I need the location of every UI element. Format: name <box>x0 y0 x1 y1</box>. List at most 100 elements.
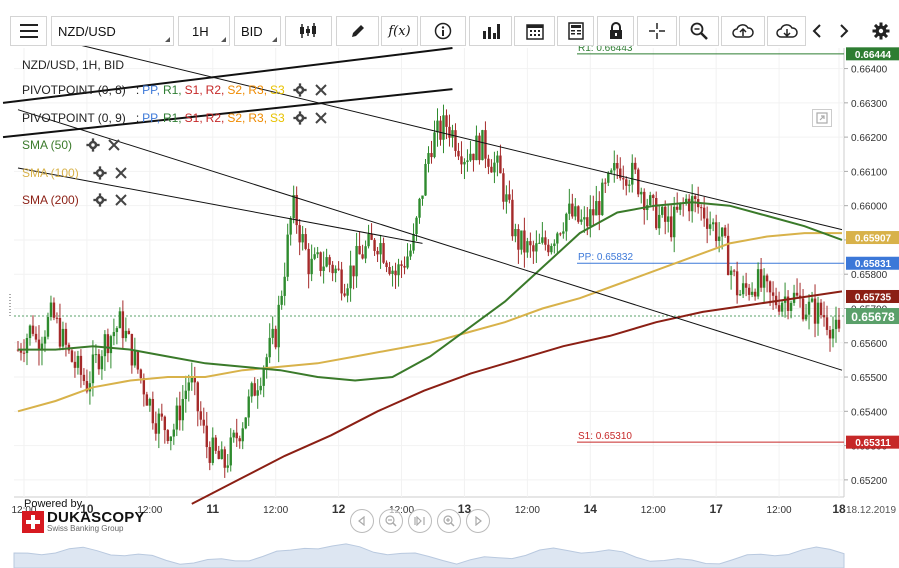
bar-chart-button[interactable] <box>469 16 512 46</box>
x-date-label: 18.12.2019 <box>846 505 896 516</box>
period-select[interactable]: 1H <box>178 16 230 46</box>
candle-body <box>750 291 754 295</box>
sma50-settings-gear-icon[interactable] <box>86 138 100 152</box>
pivot1-remove-close-icon[interactable] <box>315 84 327 96</box>
sma100-settings-gear-icon[interactable] <box>93 166 107 180</box>
zoom-button[interactable] <box>679 16 719 46</box>
settings-button[interactable] <box>868 16 894 46</box>
candle-body <box>640 191 643 195</box>
candle-body <box>720 227 724 237</box>
candle-body <box>777 305 781 312</box>
pivot1-r2: R2, <box>205 83 225 97</box>
candle-body <box>379 243 382 255</box>
hamburger-menu-button[interactable] <box>10 16 47 46</box>
instrument-select[interactable]: NZD/USD <box>51 16 174 46</box>
candle-body <box>658 214 661 229</box>
sma50-line <box>18 201 843 382</box>
candle-body <box>235 432 238 439</box>
candle-body <box>205 425 208 448</box>
scroll-right-button[interactable] <box>833 16 855 46</box>
nav-scroll-right-button[interactable] <box>466 509 490 533</box>
candle-body <box>487 158 490 167</box>
sma200-remove-close-icon[interactable] <box>114 194 127 206</box>
nav-zoom-in-button[interactable] <box>437 509 461 533</box>
candle-body <box>199 411 202 420</box>
candle-body <box>445 115 448 127</box>
candle-body <box>322 266 325 271</box>
period-value: 1H <box>192 23 209 39</box>
nav-zoom-out-button[interactable] <box>379 509 403 533</box>
lock-button[interactable] <box>597 16 634 46</box>
download-button[interactable] <box>767 16 806 46</box>
pivot2-s3: S3 <box>270 111 285 125</box>
inner-line <box>17 167 423 244</box>
pivot-line-2 <box>2 88 453 139</box>
y-tick-label: 0.66200 <box>851 133 888 144</box>
candle-body <box>376 250 379 255</box>
zoom-out-icon <box>385 515 397 527</box>
crosshair-button[interactable] <box>637 16 677 46</box>
candle-body <box>541 237 544 243</box>
nav-pause-button[interactable] <box>408 509 432 533</box>
candle-body <box>127 330 131 334</box>
candle-body <box>439 120 442 140</box>
scroll-left-button[interactable] <box>806 16 828 46</box>
pivot1-r3: R3, <box>248 83 268 97</box>
candle-body <box>433 132 436 158</box>
sma50-remove-close-icon[interactable] <box>108 139 120 151</box>
powered-by-text: Powered by <box>24 498 83 510</box>
candle-body <box>178 405 182 421</box>
y-tick-label: 0.66400 <box>851 65 888 76</box>
candle-body <box>505 194 508 202</box>
candle-body <box>753 291 757 297</box>
cloud-upload-icon <box>732 24 754 38</box>
legend-sma100: SMA (100) <box>22 166 127 180</box>
calendar-button[interactable] <box>514 16 555 46</box>
pivot2-settings-gear-icon[interactable] <box>293 111 307 125</box>
price-chart[interactable]: 0.66400 0.66300 0.66200 0.66100 0.66000 0.659… <box>0 46 899 568</box>
indicators-button[interactable]: f(x) <box>381 16 418 46</box>
nav-scroll-left-button[interactable] <box>350 509 374 533</box>
candle-body <box>828 329 832 339</box>
candle-body <box>756 269 760 297</box>
report-button[interactable] <box>557 16 594 46</box>
candle-body <box>634 162 637 170</box>
candle-body <box>388 267 391 274</box>
pivot2-remove-close-icon[interactable] <box>315 112 327 124</box>
chart-type-button[interactable] <box>285 16 332 46</box>
sma200-settings-gear-icon[interactable] <box>93 193 107 207</box>
candle-body <box>175 405 179 430</box>
side-select[interactable]: BID <box>234 16 281 46</box>
candle-body <box>466 160 469 162</box>
sma100-remove-close-icon[interactable] <box>114 167 127 179</box>
pivot-level-label-pp: PP: 0.65832 <box>578 252 633 263</box>
pivot1-settings-gear-icon[interactable] <box>293 83 307 97</box>
navigator-area <box>13 543 845 568</box>
candle-body <box>532 245 535 252</box>
expand-chart-button[interactable] <box>812 109 832 127</box>
x-tick-label: 17 <box>709 502 723 516</box>
upload-button[interactable] <box>721 16 765 46</box>
candle-body <box>331 264 334 274</box>
legend-sma200: SMA (200) <box>22 193 127 207</box>
drawing-tools-button[interactable] <box>336 16 379 46</box>
candle-body <box>664 206 667 222</box>
y-tick-label: 0.66100 <box>851 167 888 178</box>
candle-body <box>667 216 670 222</box>
candle-body <box>193 376 196 383</box>
candle-body <box>517 229 520 250</box>
legend-pivot2: PIVOTPOINT (0, 9) : PP, R1, S1, R2, S2, … <box>22 111 327 125</box>
candle-body <box>565 213 568 232</box>
info-icon <box>434 22 452 40</box>
candle-body <box>702 207 706 219</box>
candle-body <box>442 115 445 140</box>
info-button[interactable] <box>420 16 466 46</box>
candle-body <box>765 275 769 282</box>
candle-body <box>340 269 343 294</box>
candle-body <box>94 354 98 356</box>
chart-area[interactable]: 0.66400 0.66300 0.66200 0.66100 0.66000 0.659… <box>0 46 899 568</box>
candle-body <box>109 336 113 354</box>
candle-body <box>822 315 826 318</box>
candle-body <box>157 413 161 434</box>
candle-body <box>520 230 523 250</box>
